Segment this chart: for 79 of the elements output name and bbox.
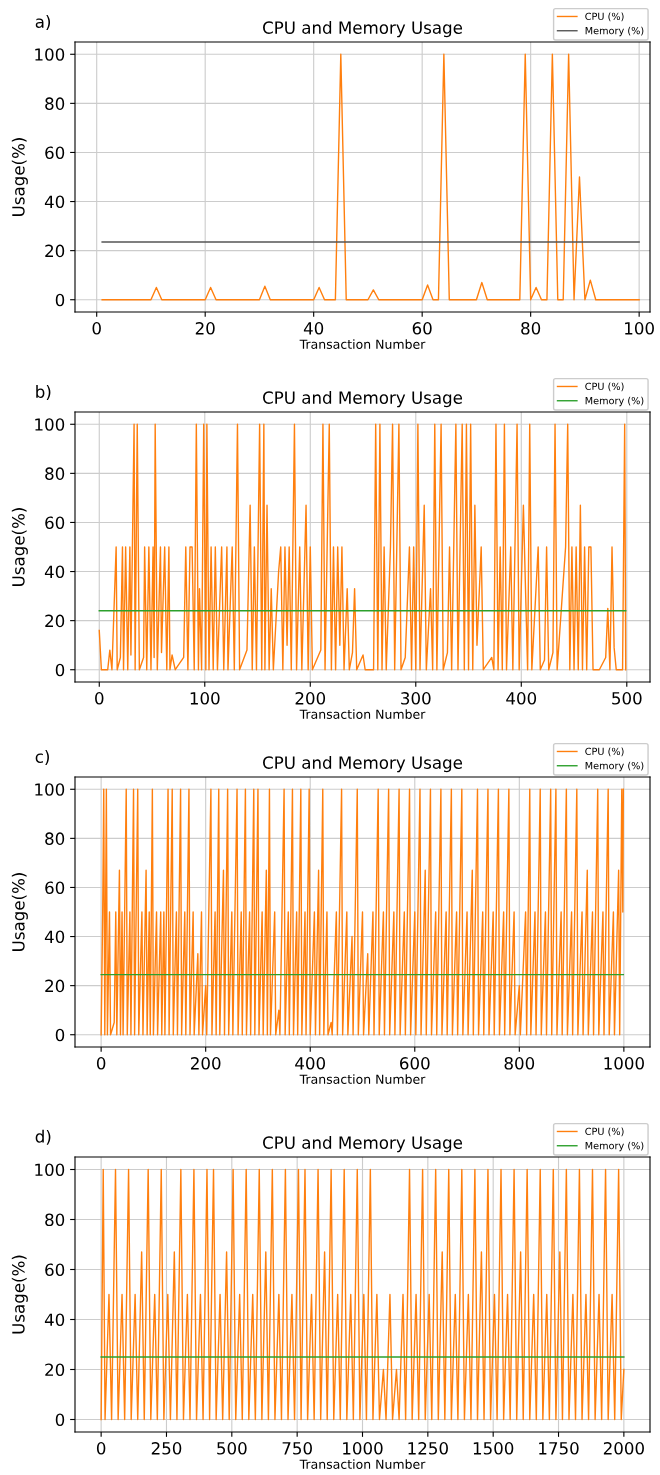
legend-label: Memory (%) [585, 761, 644, 772]
y-tick-label: 0 [55, 1413, 65, 1427]
x-tick-label: 20 [195, 322, 215, 335]
x-tick-label: 1250 [408, 1442, 448, 1455]
x-tick-label: 200 [295, 692, 326, 705]
legend-label: Memory (%) [585, 1141, 644, 1152]
x-axis-title: Transaction Number [299, 1459, 426, 1469]
x-tick-label: 800 [504, 1057, 535, 1070]
legend-label: CPU (%) [585, 382, 624, 392]
x-tick-label: 40 [303, 322, 324, 335]
y-tick-label: 20 [45, 1363, 65, 1377]
chart-title: CPU and Memory Usage [263, 391, 463, 408]
y-tick-label: 0 [55, 293, 65, 307]
line-series [100, 1168, 625, 1421]
y-axis-title: Usage(%) [11, 138, 28, 216]
y-tick-label: 0 [55, 663, 65, 677]
y-tick-label: 60 [45, 1263, 65, 1277]
legend-label: Memory (%) [585, 396, 644, 407]
x-axis-title: Transaction Number [299, 1074, 426, 1084]
y-tick-label: 40 [44, 930, 65, 944]
x-tick-label: 0 [96, 1057, 106, 1070]
y-tick-label: 60 [45, 881, 65, 895]
x-tick-label: 300 [401, 692, 431, 705]
x-tick-label: 80 [521, 322, 541, 335]
x-tick-label: 500 [217, 1442, 247, 1455]
x-tick-label: 0 [96, 1442, 106, 1455]
y-tick-label: 100 [35, 1163, 65, 1177]
x-axis-title: Transaction Number [299, 709, 426, 719]
x-tick-label: 60 [412, 322, 432, 335]
x-tick-label: 1750 [539, 1442, 579, 1455]
legend-label: CPU (%) [585, 12, 624, 22]
y-axis-title: Usage(%) [11, 873, 28, 951]
y-tick-label: 0 [55, 1028, 65, 1042]
x-axis-title: Transaction Number [299, 339, 426, 349]
x-tick-label: 600 [400, 1057, 430, 1070]
y-tick-label: 60 [45, 516, 65, 530]
y-tick-label: 80 [45, 97, 65, 110]
y-tick-label: 20 [45, 979, 65, 993]
y-tick-label: 40 [44, 1313, 65, 1327]
line-series [98, 423, 627, 671]
y-tick-label: 100 [35, 48, 65, 61]
legend-label: Memory (%) [585, 26, 644, 37]
x-tick-label: 200 [191, 1057, 221, 1070]
x-tick-label: 1000 [343, 1442, 383, 1455]
y-tick-label: 40 [44, 195, 65, 209]
text: b) [36, 385, 51, 400]
x-tick-label: 1500 [473, 1442, 514, 1455]
chart-title: CPU and Memory Usage [263, 756, 463, 773]
x-tick-label: 500 [612, 692, 642, 705]
y-tick-label: 60 [45, 146, 65, 160]
line-series [101, 53, 640, 301]
x-tick-label: 400 [506, 692, 537, 705]
line-series [100, 788, 625, 1036]
x-tick-label: 100 [625, 322, 654, 335]
y-tick-label: 20 [45, 614, 65, 628]
y-tick-label: 100 [35, 783, 65, 796]
y-tick-label: 80 [45, 1213, 65, 1227]
text: c) [35, 750, 49, 765]
x-tick-label: 100 [190, 692, 220, 705]
x-tick-label: 400 [295, 1057, 326, 1070]
text: a) [35, 15, 51, 30]
text: d) [35, 1129, 51, 1145]
y-tick-label: 100 [35, 418, 65, 431]
chart-title: CPU and Memory Usage [263, 21, 463, 38]
y-tick-label: 20 [45, 244, 65, 258]
chart-title: CPU and Memory Usage [263, 1136, 463, 1153]
y-tick-label: 40 [44, 565, 65, 579]
y-tick-label: 80 [45, 832, 65, 845]
y-tick-label: 80 [45, 467, 65, 480]
legend-label: CPU (%) [585, 1127, 624, 1137]
x-tick-label: 1000 [604, 1057, 644, 1070]
x-tick-label: 2000 [603, 1442, 644, 1455]
y-axis-title: Usage(%) [11, 508, 28, 586]
x-tick-label: 0 [92, 322, 101, 335]
legend-label: CPU (%) [585, 747, 624, 757]
x-tick-label: 250 [151, 1442, 182, 1455]
x-tick-label: 750 [282, 1442, 312, 1455]
x-tick-label: 0 [95, 692, 104, 705]
y-axis-title: Usage(%) [11, 1255, 28, 1334]
